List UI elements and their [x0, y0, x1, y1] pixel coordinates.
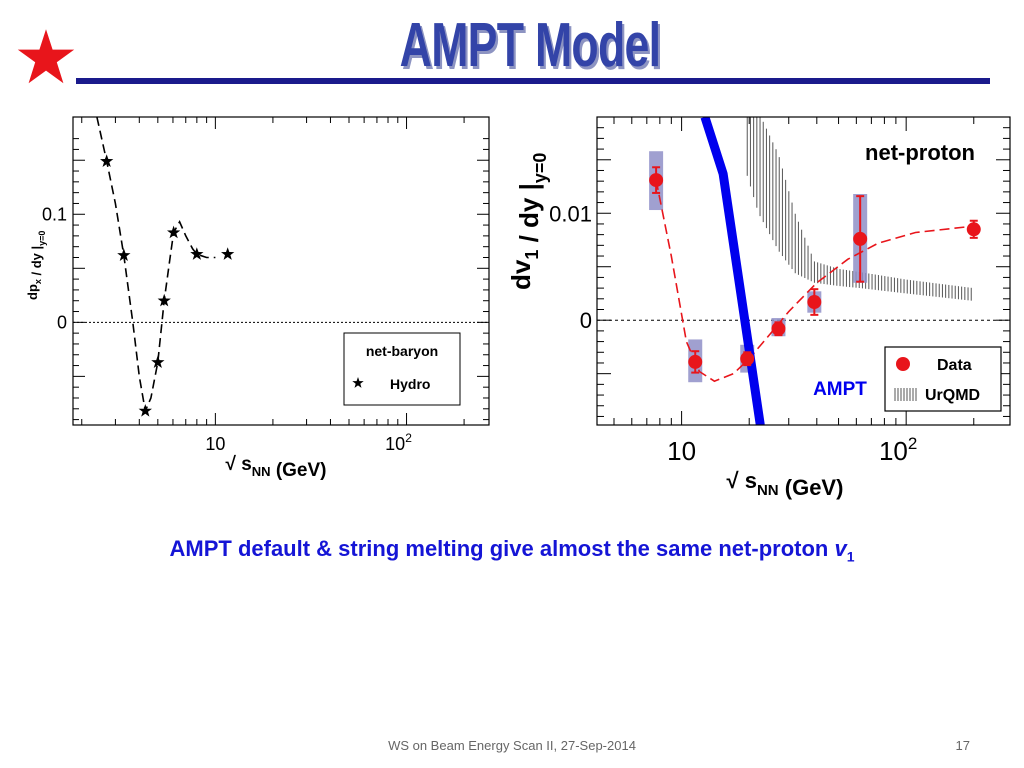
right-xtick-label: 102: [879, 434, 917, 466]
page-number: 17: [955, 738, 970, 753]
data-point: [807, 295, 822, 310]
data-point: [853, 231, 868, 246]
left-hydro-star: [157, 293, 171, 307]
right-ytick-label: 0.01: [549, 201, 592, 226]
left-xtick-label: 102: [385, 431, 412, 454]
left-legend-label: Hydro: [390, 376, 430, 392]
data-point: [771, 321, 786, 336]
ampt-curve: [700, 117, 765, 425]
data-point: [649, 173, 664, 188]
right-legend-urqmd-label: UrQMD: [925, 387, 980, 404]
left-hydro-star: [151, 355, 165, 368]
left-legend-box: [343, 332, 461, 406]
caption-subscript: 1: [846, 548, 855, 565]
slide-title: AMPT Model: [399, 11, 661, 80]
caption-variable: v: [834, 536, 847, 561]
left-hydro-star: [221, 247, 235, 260]
left-hydro-star: [138, 404, 152, 417]
data-point: [740, 351, 755, 366]
left-hydro-curve: [96, 116, 216, 414]
left-xtick-label: 10: [205, 434, 225, 454]
right-ylabel: dv1 / dy |y=0: [506, 153, 550, 290]
left-ytick-label: 0: [57, 312, 67, 332]
data-point: [966, 222, 981, 237]
slide-footer: WS on Beam Energy Scan II, 27-Sep-2014: [388, 738, 636, 753]
left-legend-star-icon: [352, 377, 364, 388]
caption-text: AMPT default & string melting give almos…: [169, 536, 835, 561]
left-hydro-star: [167, 225, 181, 239]
data-fit-curve: [655, 179, 974, 383]
red-star-icon: [17, 29, 75, 84]
right-plot-area: [597, 117, 1010, 425]
left-ytick-label: 0.1: [42, 204, 67, 224]
left-hydro-star: [117, 248, 131, 261]
right-panel-label: net-proton: [865, 140, 975, 165]
data-point: [688, 354, 703, 369]
left-hydro-star: [100, 154, 114, 167]
left-ylabel: dpx / dy |y=0: [25, 231, 47, 300]
right-plot-frame: [596, 116, 1011, 426]
left-xlabel: √ sNN (GeV): [225, 454, 326, 481]
right-legend-data-icon: [896, 357, 910, 371]
left-legend-title: net-baryon: [366, 343, 438, 359]
ampt-annotation: AMPT: [813, 379, 867, 400]
left-hydro-star: [190, 247, 204, 260]
right-xlabel: √ sNN (GeV): [727, 468, 844, 500]
left-plot-frame: [72, 116, 490, 426]
right-legend-data-label: Data: [937, 357, 972, 374]
right-xtick-label: 10: [667, 436, 696, 466]
title-underline: [76, 78, 990, 84]
slide-caption: AMPT default & string melting give almos…: [0, 536, 1024, 564]
right-ytick-label: 0: [580, 308, 592, 333]
